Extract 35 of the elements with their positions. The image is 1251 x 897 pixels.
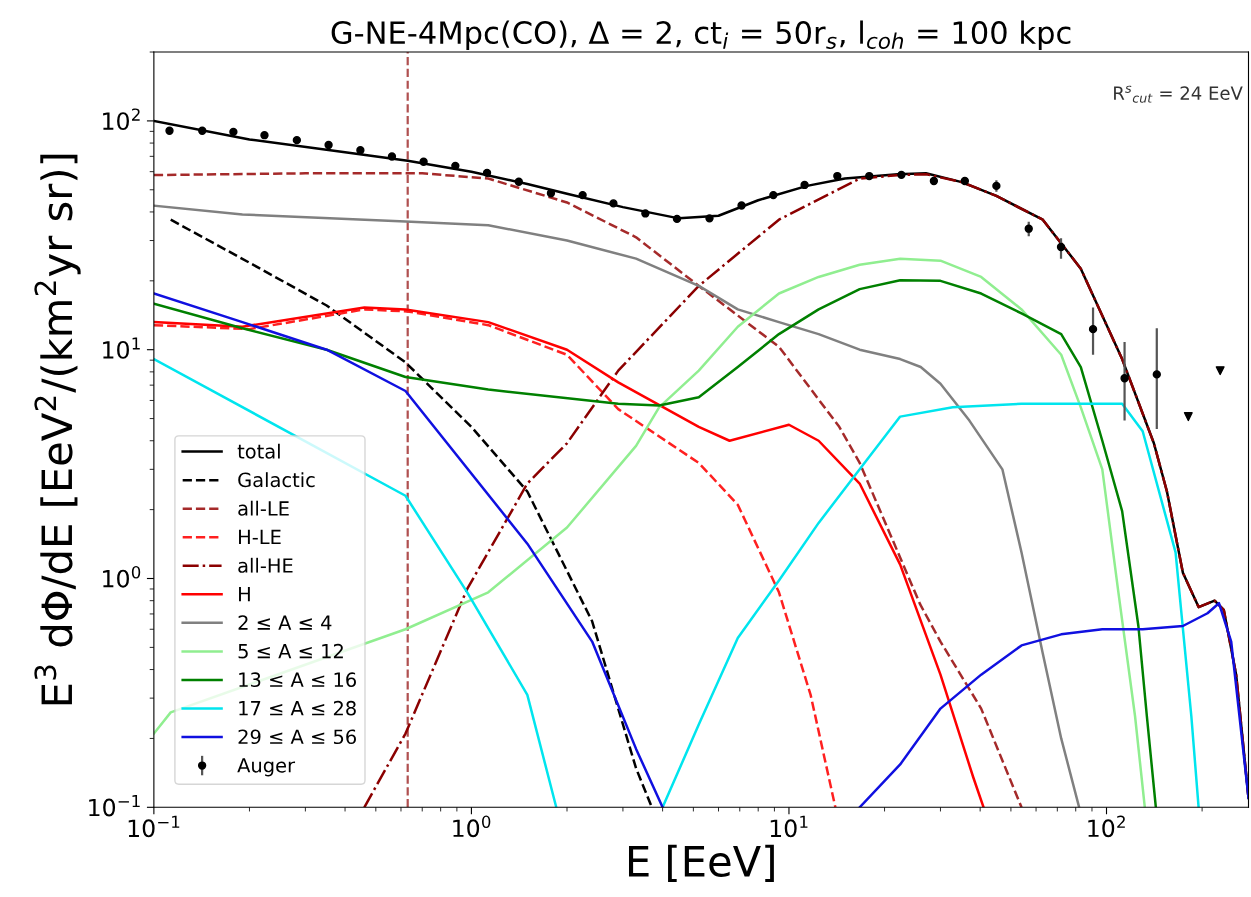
point (1024, 224, 1033, 233)
point (1120, 374, 1129, 383)
annotation: R$^{s}$$_{cut}$ = 24 EeV (1114, 85, 1243, 103)
x-axis-title: E [EeV] (629, 844, 774, 882)
legend-label: all-HE (238, 557, 293, 573)
point (1152, 370, 1161, 379)
point (292, 135, 302, 145)
legend-label: Galactic (238, 472, 315, 488)
y-tick-label: 10$^{0}$ (103, 565, 141, 588)
legend-label: H-LE (239, 529, 281, 545)
y-tick-label: 10$^{1}$ (103, 337, 140, 359)
legend-label: 29 ≤ A ≤ 56 (238, 729, 356, 745)
legend-label: H (239, 586, 250, 602)
legend-label: 5 ≤ A ≤ 12 (238, 643, 343, 659)
point (1088, 324, 1098, 334)
point (451, 161, 460, 171)
legend-label: 17 ≤ A ≤ 28 (239, 700, 356, 716)
x-tick-label: 10$^{−1}$ (128, 815, 180, 838)
legend-label: Auger (237, 758, 296, 777)
x-tick-label: 10$^{1}$ (770, 815, 808, 838)
x-tick-label: 10$^{0}$ (453, 815, 491, 838)
point (672, 214, 682, 224)
chart-title: G-NE-4Mpc(CO), Δ = 2, ct$_{i}$ = 50r$_{s}$, l$_{coh}$ = 100 kpc (331, 20, 1071, 51)
legend-label: 13 ≤ A ≤ 16 (239, 672, 356, 688)
y-tick-label: 10$^{2}$ (103, 108, 140, 131)
point (1056, 242, 1066, 252)
point (960, 176, 970, 186)
y-axis-title: E$^{3}$ dΦ/dE [EeV$^{2}$/(km$^{2}$yr sr)] (34, 154, 81, 705)
x-tick-label: 10$^{2}$ (1088, 815, 1125, 838)
legend-label: all-LE (238, 500, 289, 516)
point (897, 170, 906, 180)
legend-label: total (237, 443, 280, 459)
point (929, 176, 939, 186)
y-tick-label: 10$^{−1}$ (89, 795, 140, 817)
legend-label: 2 ≤ A ≤ 4 (238, 615, 332, 630)
